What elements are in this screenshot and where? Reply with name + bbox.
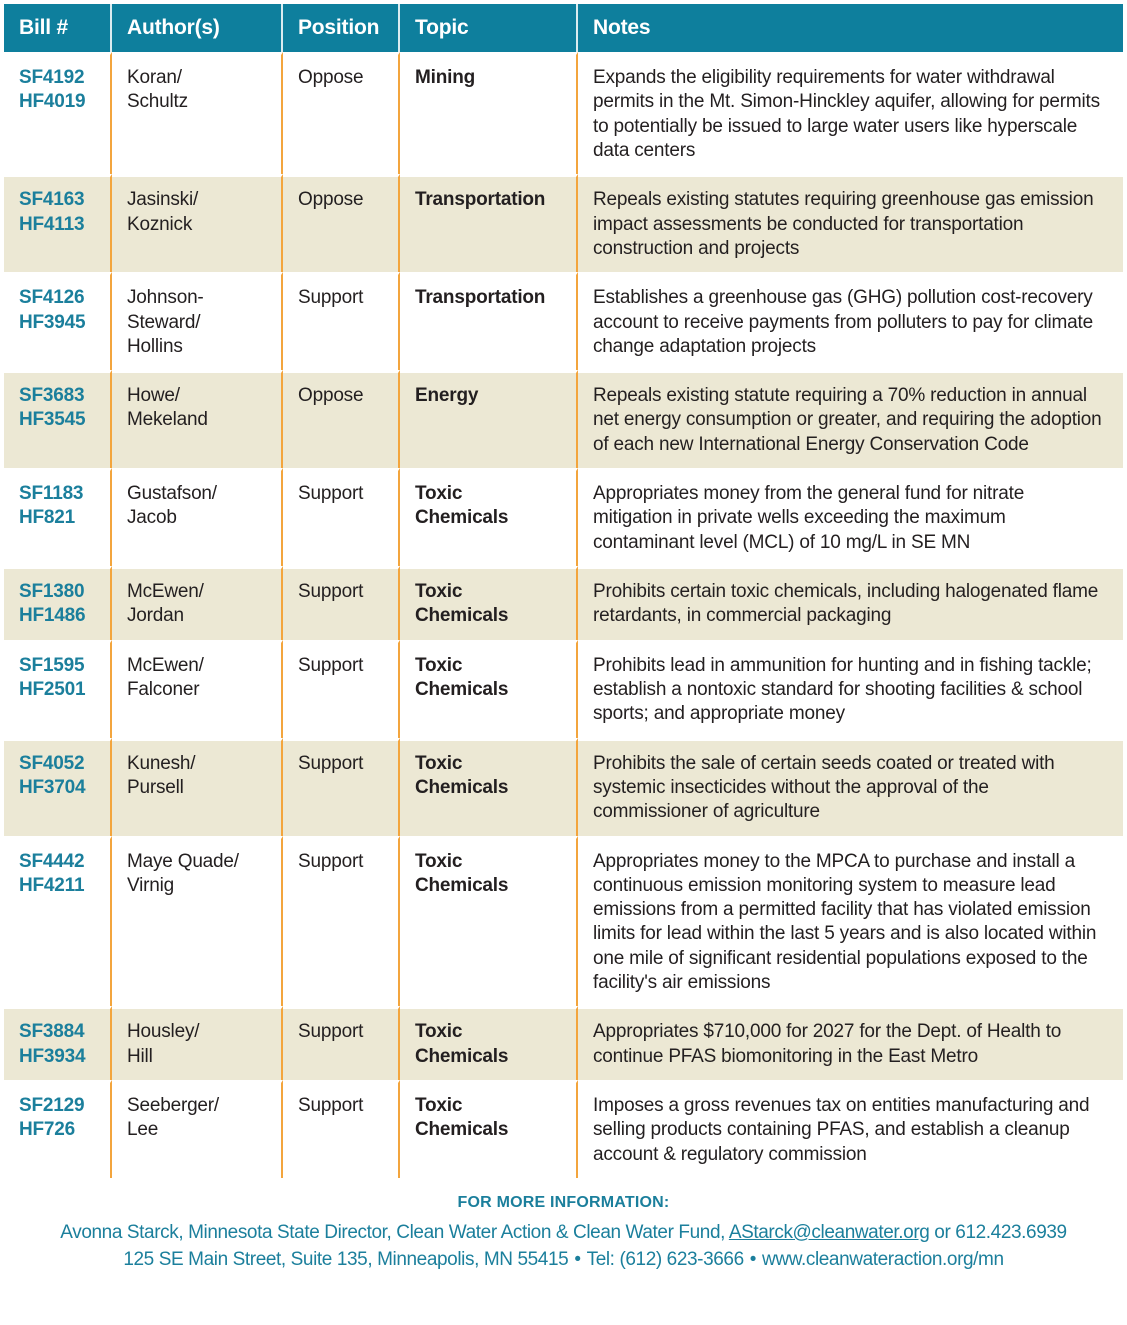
bill-cell: SF2129 HF726 bbox=[4, 1080, 112, 1178]
table-row: SF1595 HF2501 McEwen/ Falconer Support Toxi… bbox=[4, 639, 1123, 738]
position-cell: Oppose bbox=[283, 174, 400, 273]
position-cell: Support bbox=[283, 639, 400, 738]
position-cell: Oppose bbox=[283, 370, 400, 469]
column-header-topic: Topic bbox=[400, 4, 578, 52]
authors-cell: Johnson- Steward/ Hollins bbox=[112, 272, 283, 371]
notes-cell: Repeals existing statutes requiring gree… bbox=[578, 174, 1123, 273]
topic-cell: Toxic Chemicals bbox=[400, 737, 578, 836]
authors-cell: McEwen/ Falconer bbox=[112, 639, 283, 738]
table-row: SF3884 HF3934 Housley/ Hill Support Toxic C… bbox=[4, 1006, 1123, 1080]
table-row: SF4163 HF4113 Jasinski/ Koznick Oppose Tran… bbox=[4, 174, 1123, 273]
table-row: SF1183 HF821 Gustafson/ Jacob Support Toxic… bbox=[4, 468, 1123, 566]
position-cell: Support bbox=[283, 272, 400, 371]
address-text: 125 SE Main Street, Suite 135, Minneapol… bbox=[123, 1249, 569, 1271]
bill-cell: SF4052 HF3704 bbox=[4, 737, 112, 836]
contact-text-post: or 612.423.6939 bbox=[929, 1221, 1067, 1243]
notes-cell: Prohibits certain toxic chemicals, inclu… bbox=[578, 566, 1123, 640]
position-cell: Support bbox=[283, 1080, 400, 1178]
bullet-separator: • bbox=[574, 1249, 581, 1271]
notes-cell: Repeals existing statute requiring a 70%… bbox=[578, 370, 1123, 469]
authors-cell: Kunesh/ Pursell bbox=[112, 737, 283, 836]
topic-cell: Toxic Chemicals bbox=[400, 639, 578, 738]
table-row: SF4192 HF4019 Koran/ Schultz Oppose Mining E… bbox=[4, 52, 1123, 175]
position-cell: Support bbox=[283, 468, 400, 566]
bill-cell: SF4163 HF4113 bbox=[4, 174, 112, 273]
topic-cell: Toxic Chemicals bbox=[400, 1080, 578, 1178]
bill-cell: SF1380 HF1486 bbox=[4, 566, 112, 640]
topic-cell: Toxic Chemicals bbox=[400, 468, 578, 566]
notes-cell: Appropriates money from the general fund… bbox=[578, 468, 1123, 566]
authors-cell: Seeberger/ Lee bbox=[112, 1080, 283, 1178]
topic-cell: Transportation bbox=[400, 174, 578, 273]
authors-cell: Maye Quade/ Virnig bbox=[112, 835, 283, 1007]
email-link[interactable]: AStarck@cleanwater.org bbox=[728, 1221, 930, 1243]
contact-text-pre: Avonna Starck, Minnesota State Director,… bbox=[60, 1221, 729, 1243]
table-header-row: Bill # Author(s) Position Topic Notes bbox=[4, 4, 1123, 52]
notes-cell: Prohibits the sale of certain seeds coat… bbox=[578, 737, 1123, 836]
footer-heading: FOR MORE INFORMATION: bbox=[457, 1193, 670, 1211]
table-row: SF2129 HF726 Seeberger/ Lee Support Toxic C… bbox=[4, 1080, 1123, 1178]
table-row: SF4442 HF4211 Maye Quade/ Virnig Support To… bbox=[4, 835, 1123, 1007]
position-cell: Support bbox=[283, 737, 400, 836]
table-row: SF4052 HF3704 Kunesh/ Pursell Support Toxic… bbox=[4, 737, 1123, 836]
authors-cell: Gustafson/ Jacob bbox=[112, 468, 283, 566]
authors-cell: Koran/ Schultz bbox=[112, 52, 283, 175]
authors-cell: Jasinski/ Koznick bbox=[112, 174, 283, 273]
footer-contact-line: Avonna Starck, Minnesota State Director,… bbox=[4, 1219, 1123, 1247]
notes-cell: Establishes a greenhouse gas (GHG) pollu… bbox=[578, 272, 1123, 371]
phone-text: Tel: (612) 623-3666 bbox=[586, 1249, 745, 1271]
position-cell: Oppose bbox=[283, 52, 400, 175]
table-row: SF1380 HF1486 McEwen/ Jordan Support Toxic … bbox=[4, 566, 1123, 640]
notes-cell: Imposes a gross revenues tax on entities… bbox=[578, 1080, 1123, 1178]
topic-cell: Energy bbox=[400, 370, 578, 469]
topic-cell: Transportation bbox=[400, 272, 578, 371]
authors-cell: McEwen/ Jordan bbox=[112, 566, 283, 640]
notes-cell: Expands the eligibility requirements for… bbox=[578, 52, 1123, 175]
bill-cell: SF4192 HF4019 bbox=[4, 52, 112, 175]
table-row: SF4126 HF3945 Johnson- Steward/ Hollins Su… bbox=[4, 272, 1123, 371]
position-cell: Support bbox=[283, 835, 400, 1007]
position-cell: Support bbox=[283, 1006, 400, 1080]
authors-cell: Housley/ Hill bbox=[112, 1006, 283, 1080]
bills-table: Bill # Author(s) Position Topic Notes SF… bbox=[4, 4, 1123, 1178]
footer: FOR MORE INFORMATION: Avonna Starck, Min… bbox=[4, 1194, 1123, 1274]
bill-cell: SF3884 HF3934 bbox=[4, 1006, 112, 1080]
footer-address-line: 125 SE Main Street, Suite 135, Minneapol… bbox=[4, 1246, 1123, 1274]
column-header-position: Position bbox=[283, 4, 400, 52]
bill-cell: SF4126 HF3945 bbox=[4, 272, 112, 371]
bullet-separator: • bbox=[749, 1249, 757, 1271]
bills-table-body: SF4192 HF4019 Koran/ Schultz Oppose Mining E… bbox=[4, 52, 1123, 1178]
notes-cell: Appropriates $710,000 for 2027 for the D… bbox=[578, 1006, 1123, 1080]
topic-cell: Toxic Chemicals bbox=[400, 1006, 578, 1080]
table-row: SF3683 HF3545 Howe/ Mekeland Oppose Energy R… bbox=[4, 370, 1123, 469]
column-header-authors: Author(s) bbox=[112, 4, 283, 52]
topic-cell: Toxic Chemicals bbox=[400, 566, 578, 640]
topic-cell: Mining bbox=[400, 52, 578, 175]
bill-cell: SF1595 HF2501 bbox=[4, 639, 112, 738]
bill-cell: SF1183 HF821 bbox=[4, 468, 112, 566]
position-cell: Support bbox=[283, 566, 400, 640]
column-header-notes: Notes bbox=[578, 4, 1123, 52]
topic-cell: Toxic Chemicals bbox=[400, 835, 578, 1007]
notes-cell: Prohibits lead in ammunition for hunting… bbox=[578, 639, 1123, 738]
column-header-bill: Bill # bbox=[4, 4, 112, 52]
notes-cell: Appropriates money to the MPCA to purcha… bbox=[578, 835, 1123, 1007]
bill-cell: SF4442 HF4211 bbox=[4, 835, 112, 1007]
authors-cell: Howe/ Mekeland bbox=[112, 370, 283, 469]
website-text: www.cleanwateraction.org/mn bbox=[762, 1249, 1004, 1271]
bill-cell: SF3683 HF3545 bbox=[4, 370, 112, 469]
